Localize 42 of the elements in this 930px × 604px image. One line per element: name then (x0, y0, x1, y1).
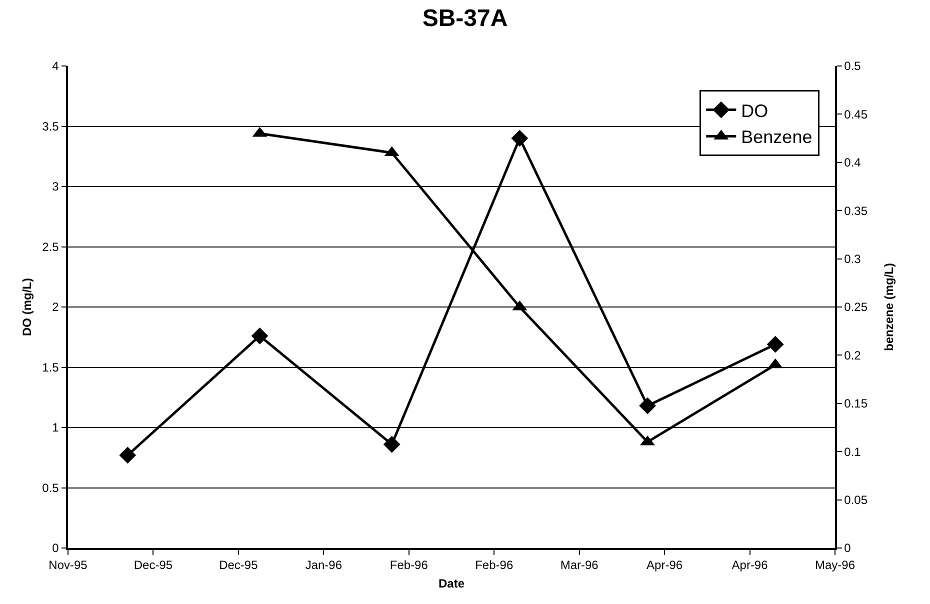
x-tick-label: Feb-96 (390, 558, 428, 572)
y2-axis-title: benzene (mg/L) (882, 262, 896, 352)
y-tick-label: 2.5 (42, 240, 60, 254)
chart-title: SB-37A (422, 4, 508, 32)
x-tick-label: Apr-96 (732, 558, 768, 572)
y2-tick-label: 0.5 (844, 59, 862, 74)
y2-tick-label: 0.1 (844, 444, 862, 459)
x-tick-label: Nov-95 (48, 558, 88, 572)
point (251, 327, 268, 344)
y2-tick-label: 0 (844, 541, 852, 556)
point (119, 446, 136, 464)
x-tick-label: Feb-96 (475, 558, 514, 572)
y-tick-label: 4 (52, 59, 60, 74)
point (766, 336, 784, 353)
y2-tick-label: 0.2 (844, 348, 862, 362)
point (639, 397, 656, 414)
x-axis-title: Date (438, 576, 465, 591)
y2-tick-label: 0.05 (844, 493, 868, 507)
y2-tick-label: 0.4 (844, 156, 862, 170)
y-tick-label: 3.5 (42, 119, 60, 134)
y-tick-label: 3 (52, 180, 60, 194)
x-tick-label: Dec-95 (134, 558, 173, 572)
y-tick-label: 1 (52, 420, 60, 435)
y-axis-title: DO (mg/L) (20, 278, 34, 336)
x-tick-label: May-96 (814, 558, 856, 572)
y2-tick-label: 0.3 (844, 252, 862, 266)
x-tick-label: Jan-96 (305, 558, 342, 572)
y2-tick-label: 0.15 (844, 396, 868, 411)
y-tick-label: 2 (52, 300, 60, 314)
y-tick-label: 0 (52, 541, 60, 556)
x-tick-label: Apr-96 (646, 558, 683, 572)
y2-tick-label: 0.35 (844, 204, 868, 218)
y-tick-label: 1.5 (42, 360, 60, 374)
x-tick-label: Mar-96 (560, 558, 599, 572)
legend-label: Benzene (741, 127, 812, 148)
point (383, 436, 400, 453)
y-tick-label: 0.5 (42, 480, 60, 495)
legend-label: DO (741, 100, 768, 121)
y2-tick-label: 0.45 (844, 107, 868, 122)
point (511, 130, 528, 147)
y2-tick-label: 0.25 (844, 300, 868, 314)
x-tick-label: Dec-95 (219, 558, 258, 572)
